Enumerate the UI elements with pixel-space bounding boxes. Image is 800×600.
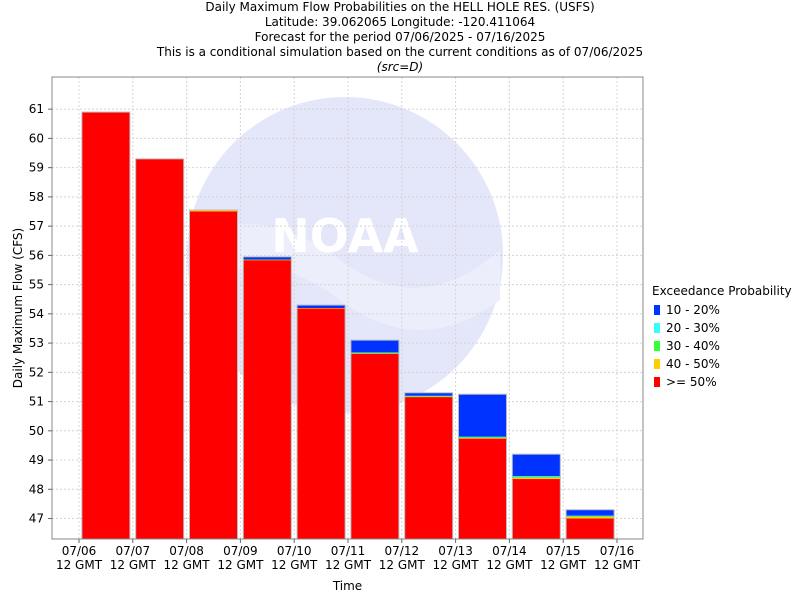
legend-item-1: 20 - 30% xyxy=(652,319,792,337)
y-tick-label: 59 xyxy=(29,161,44,175)
bar-4-9 xyxy=(566,518,615,539)
legend-label: 10 - 20% xyxy=(666,303,720,317)
legend-swatch xyxy=(654,305,660,315)
bar-4-4 xyxy=(297,308,346,539)
x-tick-label-date: 07/12 xyxy=(385,544,420,558)
x-tick-label-time: 12 GMT xyxy=(325,558,372,572)
y-tick-label: 54 xyxy=(29,307,44,321)
legend-item-2: 30 - 40% xyxy=(652,337,792,355)
x-tick-label-time: 12 GMT xyxy=(271,558,318,572)
y-tick-label: 58 xyxy=(29,190,44,204)
chart-subtitle-location: Latitude: 39.062065 Longitude: -120.4110… xyxy=(264,15,536,29)
chart-title: Daily Maximum Flow Probabilities on the … xyxy=(205,0,595,14)
y-tick-label: 56 xyxy=(29,248,44,262)
chart-subtitle-conditions: This is a conditional simulation based o… xyxy=(156,45,644,59)
bar-4-0 xyxy=(81,112,130,539)
x-axis-title: Time xyxy=(332,579,362,593)
y-tick-label: 61 xyxy=(29,102,44,116)
x-tick-label-time: 12 GMT xyxy=(217,558,264,572)
x-tick-label-time: 12 GMT xyxy=(433,558,480,572)
x-tick-label-time: 12 GMT xyxy=(110,558,157,572)
y-tick-label: 53 xyxy=(29,336,44,350)
legend-swatch xyxy=(654,323,660,333)
x-tick-label-date: 07/11 xyxy=(331,544,366,558)
legend-swatch xyxy=(654,377,660,387)
bars-group xyxy=(81,111,615,540)
bar-4-7 xyxy=(458,438,507,539)
x-tick-label-time: 12 GMT xyxy=(164,558,211,572)
bar-4-1 xyxy=(135,158,184,539)
bar-4-5 xyxy=(350,353,399,539)
bar-4-8 xyxy=(512,479,561,539)
y-tick-label: 60 xyxy=(29,131,44,145)
x-tick-label-date: 07/14 xyxy=(492,544,527,558)
legend-swatch xyxy=(654,359,660,369)
x-tick-label-time: 12 GMT xyxy=(594,558,641,572)
x-tick-label-date: 07/13 xyxy=(438,544,473,558)
watermark-text: NOAA xyxy=(271,209,419,263)
y-tick-label: 48 xyxy=(29,482,44,496)
x-tick-label-date: 07/16 xyxy=(600,544,635,558)
chart-titles: Daily Maximum Flow Probabilities on the … xyxy=(0,0,800,75)
bar-4-2 xyxy=(189,211,238,539)
x-tick-label-date: 07/10 xyxy=(277,544,312,558)
legend-item-3: 40 - 50% xyxy=(652,355,792,373)
y-tick-label: 52 xyxy=(29,365,44,379)
y-tick-label: 51 xyxy=(29,395,44,409)
x-tick-label-time: 12 GMT xyxy=(379,558,426,572)
y-tick-label: 55 xyxy=(29,278,44,292)
legend-item-4: >= 50% xyxy=(652,373,792,391)
y-tick-label: 57 xyxy=(29,219,44,233)
legend-label: 30 - 40% xyxy=(666,339,720,353)
x-tick-label-time: 12 GMT xyxy=(486,558,533,572)
bar-4-6 xyxy=(404,397,453,539)
watermark-wave xyxy=(190,224,500,330)
bar-4-3 xyxy=(243,260,292,539)
legend-label: 40 - 50% xyxy=(666,357,720,371)
legend-item-0: 10 - 20% xyxy=(652,301,792,319)
x-tick-label-date: 07/06 xyxy=(62,544,97,558)
legend-label: >= 50% xyxy=(666,375,717,389)
x-tick-label-date: 07/08 xyxy=(169,544,204,558)
x-tick-label-date: 07/09 xyxy=(223,544,258,558)
legend: Exceedance Probability 10 - 20% 20 - 30% 3… xyxy=(652,284,792,391)
y-tick-label: 47 xyxy=(29,512,44,526)
y-tick-label: 50 xyxy=(29,424,44,438)
x-tick-label-date: 07/07 xyxy=(116,544,151,558)
y-tick-label: 49 xyxy=(29,453,44,467)
x-tick-label-time: 12 GMT xyxy=(56,558,103,572)
legend-swatch xyxy=(654,341,660,351)
chart-subtitle-period: Forecast for the period 07/06/2025 - 07/… xyxy=(254,30,546,44)
legend-title: Exceedance Probability xyxy=(652,284,792,298)
chart-source-note: (src=D) xyxy=(376,60,424,74)
y-axis-title: Daily Maximum Flow (CFS) xyxy=(11,228,25,388)
legend-label: 20 - 30% xyxy=(666,321,720,335)
legend-items: 10 - 20% 20 - 30% 30 - 40% 40 - 50% >= 50% xyxy=(652,301,792,391)
x-tick-label-time: 12 GMT xyxy=(540,558,587,572)
x-tick-label-date: 07/15 xyxy=(546,544,581,558)
